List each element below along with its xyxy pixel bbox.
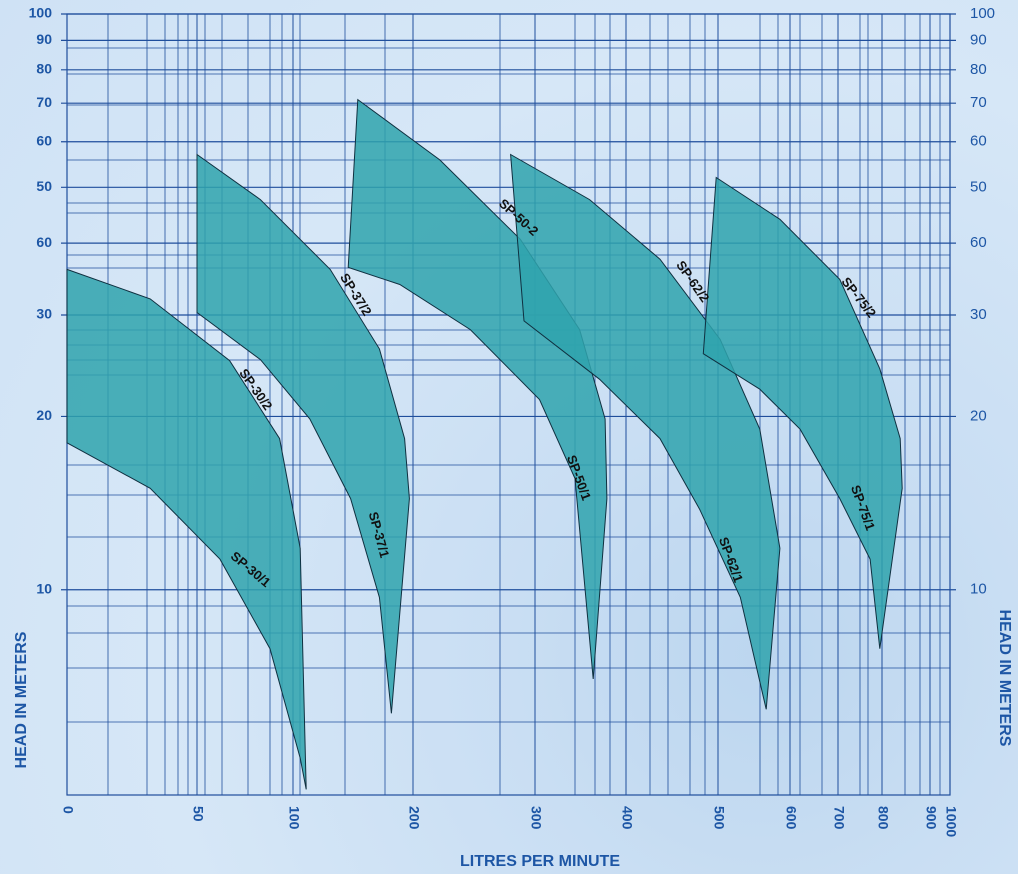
y-tick-label-right: 90 bbox=[970, 31, 987, 48]
y-tick-label: 20 bbox=[36, 407, 52, 423]
y-tick-label-right: 50 bbox=[970, 178, 987, 195]
y-tick-label-right: 100 bbox=[970, 5, 995, 22]
x-tick-label: 50 bbox=[190, 806, 206, 822]
y-tick-label-right: 60 bbox=[970, 133, 987, 150]
y-tick-label: 80 bbox=[36, 60, 52, 76]
y-tick-label: 60 bbox=[36, 132, 52, 148]
y-tick-label-right: 80 bbox=[970, 61, 987, 78]
x-tick-label: 0 bbox=[60, 806, 76, 814]
y-axis-title: HEAD IN METERS bbox=[13, 631, 30, 768]
y-tick-label: 30 bbox=[36, 306, 52, 322]
y-tick-label: 50 bbox=[36, 178, 52, 194]
y-tick-label-right: 60 bbox=[970, 234, 987, 251]
x-tick-label: 700 bbox=[831, 806, 847, 830]
y-tick-label-right: 20 bbox=[970, 407, 987, 424]
x-tick-label: 100 bbox=[286, 806, 302, 830]
x-tick-label: 1000 bbox=[943, 806, 959, 837]
x-tick-label: 400 bbox=[619, 806, 635, 830]
y-tick-label: 100 bbox=[29, 5, 53, 21]
x-axis-title: LITRES PER MINUTE bbox=[460, 853, 620, 870]
y-tick-label: 70 bbox=[36, 94, 52, 110]
pump-region bbox=[702, 176, 903, 649]
y-tick-label: 60 bbox=[36, 234, 52, 250]
y-axis-title-right: HEAD IN METERS bbox=[996, 610, 1013, 747]
y-tick-label-right: 10 bbox=[970, 581, 987, 598]
y-tick-label-right: 70 bbox=[970, 94, 987, 111]
x-tick-label: 300 bbox=[528, 806, 544, 830]
pump-region bbox=[66, 268, 307, 790]
pump-region bbox=[510, 153, 781, 710]
y-tick-label: 90 bbox=[36, 31, 52, 47]
x-tick-label: 900 bbox=[923, 806, 939, 830]
x-tick-label: 200 bbox=[406, 806, 422, 830]
x-tick-label: 600 bbox=[783, 806, 799, 830]
y-tick-label: 10 bbox=[36, 580, 52, 596]
regions bbox=[66, 98, 903, 790]
x-tick-label: 800 bbox=[875, 806, 891, 830]
pump-region bbox=[196, 153, 410, 714]
x-tick-label: 500 bbox=[711, 806, 727, 830]
y-tick-label-right: 30 bbox=[970, 306, 987, 323]
